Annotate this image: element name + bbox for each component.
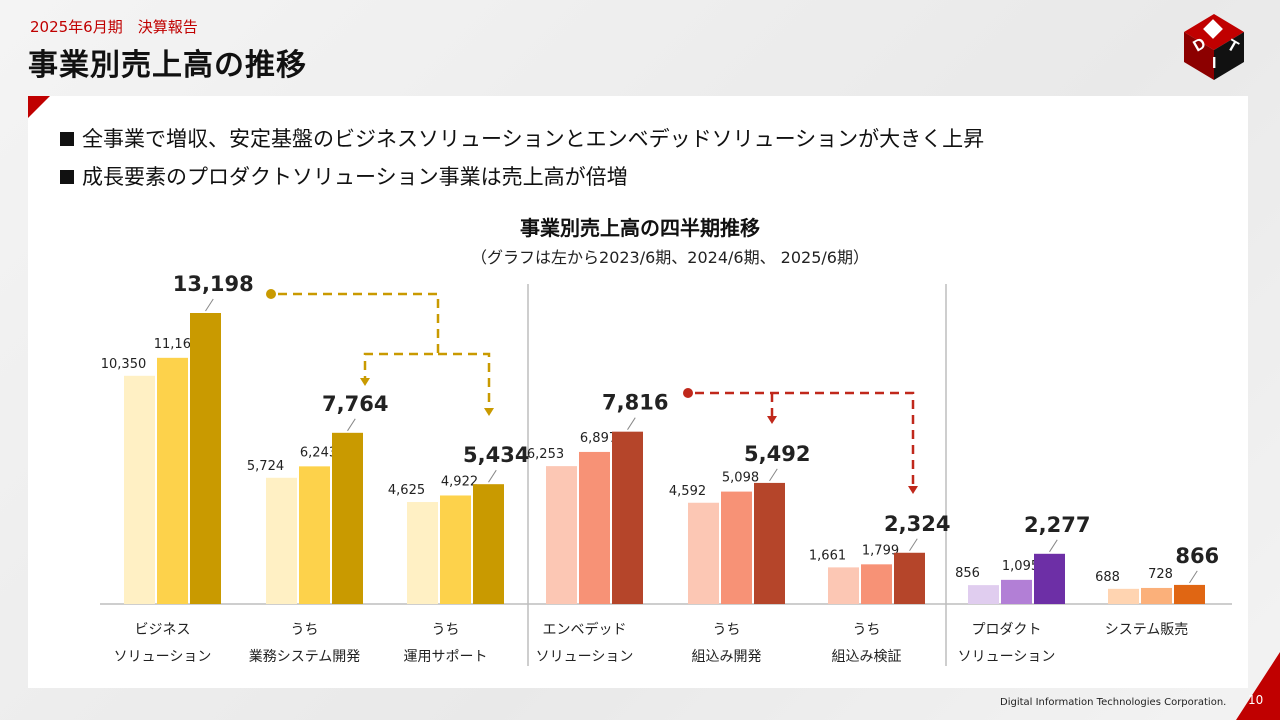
label-leader-line [769,468,778,482]
label-leader-line [347,418,356,432]
data-label: 5,724 [247,459,284,474]
category-label: 業務システム開発 [249,649,361,665]
data-label: 6,897 [580,431,617,446]
card-corner-accent [28,96,50,118]
annotation-arrow [438,352,491,410]
annotation-arrow [278,292,440,380]
arrowhead-icon [908,486,918,494]
category-label: ソリューション [536,649,634,665]
data-label: 1,095 [1002,559,1039,574]
category-label: うち [853,622,881,638]
bar [968,585,999,604]
data-label: 2,277 [1024,513,1090,537]
category-label: プロダクト [972,622,1042,638]
label-leader-line [627,417,636,430]
bullet-item: 成長要素のプロダクトソリューション事業は売上高が倍増 [60,158,984,196]
data-label: 5,492 [744,442,810,466]
data-label: 6,243 [300,445,337,460]
data-label: 4,592 [669,484,706,499]
bar [124,375,155,604]
data-label: 1,799 [862,543,899,558]
bar [1108,588,1139,604]
bar [266,477,297,604]
bar [440,495,471,604]
arrowhead-icon [767,416,777,424]
label-leader-line [488,469,497,483]
data-label: 866 [1175,544,1219,568]
bar [754,482,785,604]
bar [861,564,892,604]
bar [1174,584,1205,604]
data-label: 5,098 [722,471,759,486]
data-label: 2,324 [884,512,950,536]
bar [546,466,577,604]
category-label: 運用サポート [404,649,488,665]
category-label: エンベデッド [543,621,627,638]
data-label: 11,165 [154,337,200,352]
annotation-dot [683,388,693,398]
data-label: 4,922 [441,474,478,489]
data-label: 7,816 [602,391,668,415]
footer-corner-accent [1236,652,1280,720]
category-label: 組込み検証 [832,649,902,665]
bullet-text: 全事業で増収、安定基盤のビジネスソリューションとエンベデッドソリューションが大き… [82,127,985,151]
data-label: 5,434 [463,443,529,467]
bullet-list: 全事業で増収、安定基盤のビジネスソリューションとエンベデッドソリューションが大き… [60,120,984,196]
page-title: 事業別売上高の推移 [28,48,307,83]
annotation-dot [266,289,276,299]
bullet-item: 全事業で増収、安定基盤のビジネスソリューションとエンベデッドソリューションが大き… [60,120,984,158]
page-number: 10 [1248,693,1264,707]
bar [299,466,330,604]
footer-corporation: Digital Information Technologies Corpora… [1000,697,1227,708]
bar [828,567,859,604]
chart-title: 事業別売上高の四半期推移 [520,216,760,240]
data-label: 13,198 [173,272,254,296]
bar [721,491,752,604]
page-subtitle: 2025年6月期 決算報告 [30,18,198,36]
bar [688,502,719,604]
annotation-arrow [695,391,915,488]
data-label: 6,253 [527,447,564,462]
label-leader-line [1189,570,1198,584]
bullet-text: 成長要素のプロダクトソリューション事業は売上高が倍増 [82,165,628,189]
bar [332,432,363,604]
bar [157,357,188,604]
category-label: システム販売 [1105,622,1189,638]
label-leader-line [909,538,918,552]
arrowhead-icon [360,378,370,386]
bar [407,502,438,604]
data-label: 10,350 [101,357,147,372]
bar [190,313,221,604]
bar [579,451,610,604]
square-bullet-icon [60,170,74,184]
data-label: 856 [955,566,980,581]
label-leader-line [1049,539,1058,553]
bar [1001,579,1032,604]
bar [1141,587,1172,604]
square-bullet-icon [60,132,74,146]
data-label: 728 [1148,567,1173,582]
arrowhead-icon [484,408,494,416]
label-leader-line [205,298,214,312]
dit-cube-logo-icon: D I T [1184,14,1244,80]
bar [612,431,643,604]
svg-text:I: I [1212,55,1216,72]
data-label: 4,625 [388,483,425,498]
category-label: うち [291,622,319,638]
bar [473,484,504,604]
data-label: 7,764 [322,392,388,416]
bar [1034,553,1065,604]
category-label: ソリューション [114,649,212,665]
category-label: ソリューション [958,649,1056,665]
data-label: 688 [1095,570,1120,585]
category-label: うち [432,622,460,638]
category-label: うち [713,622,741,638]
data-label: 1,661 [809,548,846,563]
bar [894,552,925,604]
category-label: ビジネス [135,622,191,638]
chart-subtitle: （グラフは左から2023/6期、2024/6期、 2025/6期） [471,248,869,267]
category-label: 組込み開発 [692,649,762,665]
